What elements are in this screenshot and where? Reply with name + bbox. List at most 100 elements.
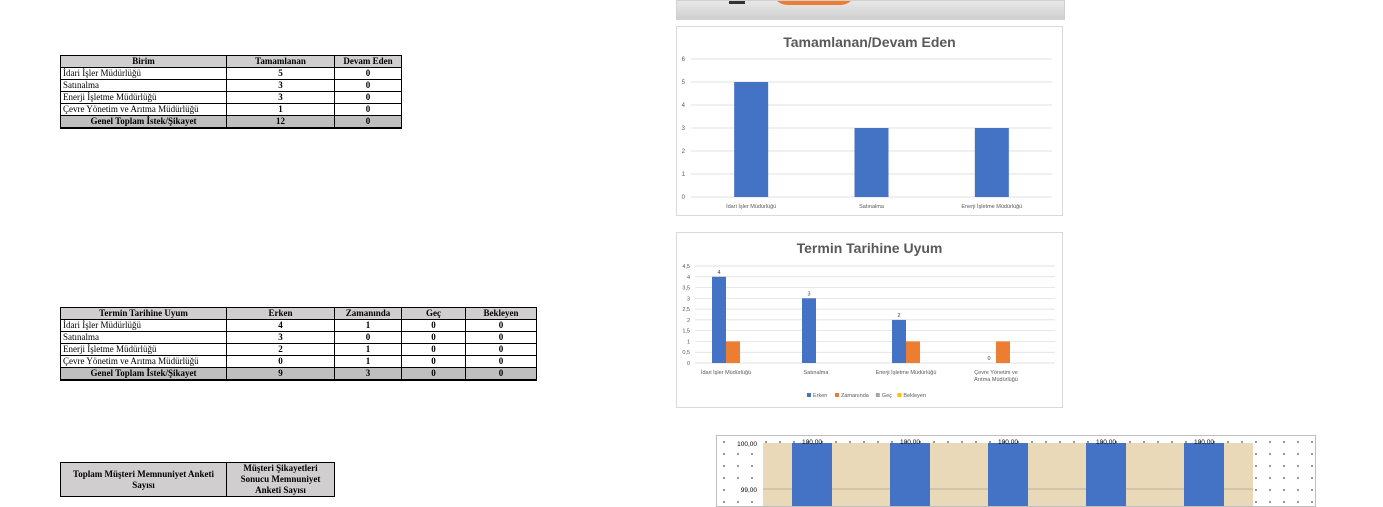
bar xyxy=(1086,443,1126,506)
cell: 0 xyxy=(465,331,537,344)
cell: Enerji İşletme Müdürlüğü xyxy=(60,91,227,104)
col-header-ongoing: Devam Eden xyxy=(334,55,402,68)
col-header-completed: Tamamlanan xyxy=(226,55,335,68)
col-header-deadline: Termin Tarihine Uyum xyxy=(60,307,227,320)
table-row: İdari İşler Müdürlüğü 5 0 xyxy=(60,67,402,80)
cell: Enerji İşletme Müdürlüğü xyxy=(60,343,227,356)
x-tick-label: Çevre Yönetim ve xyxy=(974,370,1018,376)
cell: 0 xyxy=(465,343,537,356)
table-total-row: Genel Toplam İstek/Şikayet 12 0 xyxy=(60,115,402,129)
y-tick-label: 3 xyxy=(687,296,690,302)
cell: 5 xyxy=(226,67,335,80)
y-tick-bg xyxy=(731,438,761,449)
pie-fragment xyxy=(773,1,855,5)
table-total-row: Genel Toplam İstek/Şikayet 9 3 0 0 xyxy=(60,367,537,381)
cell: 0 xyxy=(465,319,537,332)
y-tick-label: 0,5 xyxy=(682,350,690,356)
table-header-row: Termin Tarihine Uyum Erken Zamanında Geç… xyxy=(60,307,537,320)
cell: 1 xyxy=(334,319,402,332)
x-tick-label: Satınalma xyxy=(859,204,885,210)
legend-swatch xyxy=(807,393,811,397)
cell: 3 xyxy=(226,91,335,104)
cell: Satınalma xyxy=(60,79,227,92)
chart-deadline: Termin Tarihine Uyum 0 0,5 1 1,5 2 2,5 3 3,5 4 4,… xyxy=(676,232,1063,408)
icon-fragment xyxy=(729,1,745,4)
col-header-total-surveys: Toplam Müşteri Memnuniyet Anketi Sayısı xyxy=(60,462,227,497)
y-tick-label: 1,5 xyxy=(682,329,690,335)
legend-label: Geç xyxy=(882,393,892,399)
cell: 1 xyxy=(334,343,402,356)
cell: 3 xyxy=(226,331,335,344)
table-row: İdari İşler Müdürlüğü 4 1 0 0 xyxy=(60,319,537,332)
col-header-early: Erken xyxy=(226,307,335,320)
chart-satisfaction: 100,00 99,00 100,00 100,00 100,00 100,00 100,0… xyxy=(716,435,1316,507)
y-tick-label: 4 xyxy=(682,103,686,109)
y-tick-label: 99,00 xyxy=(741,487,758,494)
y-tick-label: 4,5 xyxy=(682,264,690,270)
cell: 0 xyxy=(465,355,537,368)
y-tick-label: 100,00 xyxy=(737,441,757,448)
y-tick-label: 6 xyxy=(682,57,686,63)
x-tick-label: Arıtma Müdürlüğü xyxy=(974,377,1018,383)
chart-title: Tamamlanan/Devam Eden xyxy=(783,34,956,50)
bar xyxy=(988,443,1028,506)
bar xyxy=(892,319,906,363)
y-tick-label: 2 xyxy=(682,149,686,155)
cell: 0 xyxy=(401,331,466,344)
col-header-complaint-surveys: Müşteri Şikayetleri Sonucu Memnuniyet An… xyxy=(226,462,335,497)
bar xyxy=(734,82,769,197)
y-tick-label: 2,5 xyxy=(682,307,690,313)
cell: Çevre Yönetim ve Arıtma Müdürlüğü xyxy=(60,103,227,116)
legend-swatch xyxy=(875,393,880,397)
chart-satisfaction-plot: 100,00 99,00 100,00 100,00 100,00 100,00 100,0… xyxy=(731,438,1253,506)
cell: 12 xyxy=(226,115,335,129)
bar xyxy=(1184,443,1224,506)
cell: 0 xyxy=(334,331,402,344)
bar xyxy=(906,341,920,363)
cell: Genel Toplam İstek/Şikayet xyxy=(60,115,227,129)
bar xyxy=(802,298,816,363)
cell: 0 xyxy=(334,67,402,80)
table-row: Çevre Yönetim ve Arıtma Müdürlüğü 1 0 xyxy=(60,103,402,116)
x-tick-label: Satınalma xyxy=(804,370,830,376)
data-label: 0 xyxy=(987,356,990,362)
table-row: Çevre Yönetim ve Arıtma Müdürlüğü 0 1 0 … xyxy=(60,355,537,368)
y-tick-label: 2 xyxy=(687,318,690,324)
cell: 4 xyxy=(226,319,335,332)
data-label: 4 xyxy=(717,270,720,276)
cell: İdari İşler Müdürlüğü xyxy=(60,67,227,80)
table-row: Enerji İşletme Müdürlüğü 3 0 xyxy=(60,91,402,104)
y-tick-label: 3 xyxy=(682,126,686,132)
cell: 0 xyxy=(401,319,466,332)
y-tick-label: 5 xyxy=(682,80,686,86)
data-label: 100,00 xyxy=(998,439,1018,446)
col-header-unit: Birim xyxy=(60,55,227,68)
chart-completion: Tamamlanan/Devam Eden 0 1 2 3 4 5 6 İdari İşler… xyxy=(676,26,1063,216)
chart-deadline-plot: 0 0,5 1 1,5 2 2,5 3 3,5 4 4,5 4 İdari İşler Müdürlü… xyxy=(682,264,1055,399)
y-tick-label: 4 xyxy=(687,275,690,281)
cell: 0 xyxy=(334,79,402,92)
legend-swatch xyxy=(897,393,902,397)
data-label: 3 xyxy=(807,291,810,297)
cell: 3 xyxy=(334,367,402,381)
bar xyxy=(854,128,889,197)
legend-label: Bekleyen xyxy=(903,393,926,399)
x-tick-label: İdari İşler Müdürlüğü xyxy=(701,369,751,376)
bar xyxy=(974,128,1009,197)
y-tick-label: 0 xyxy=(682,195,686,201)
legend-label: Zamanında xyxy=(841,393,870,399)
bar xyxy=(996,341,1010,363)
cell: Satınalma xyxy=(60,331,227,344)
cell: 0 xyxy=(401,355,466,368)
y-tick-label: 1 xyxy=(682,172,686,178)
table-row: Enerji İşletme Müdürlüğü 2 1 0 0 xyxy=(60,343,537,356)
cell: 0 xyxy=(334,103,402,116)
x-tick-label: İdari İşler Müdürlüğü xyxy=(726,203,776,210)
cell: 1 xyxy=(334,355,402,368)
legend-swatch xyxy=(835,393,839,397)
col-header-pending: Bekleyen xyxy=(465,307,537,320)
cell: 0 xyxy=(401,367,466,381)
cell: İdari İşler Müdürlüğü xyxy=(60,319,227,332)
data-label: 100,00 xyxy=(900,439,920,446)
cell: 0 xyxy=(401,343,466,356)
